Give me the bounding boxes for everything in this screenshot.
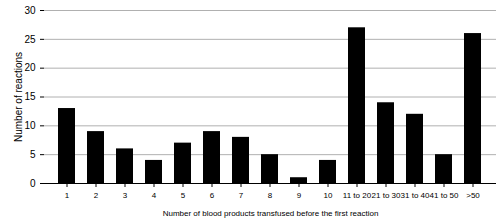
svg-text:11 to 20: 11 to 20: [343, 191, 372, 200]
svg-text:4: 4: [152, 191, 157, 200]
svg-text:20: 20: [24, 62, 36, 73]
svg-text:6: 6: [210, 191, 215, 200]
svg-text:15: 15: [24, 91, 36, 102]
svg-text:1: 1: [65, 191, 70, 200]
svg-text:5: 5: [30, 149, 36, 160]
svg-text:30: 30: [24, 5, 36, 16]
svg-text:10: 10: [24, 120, 36, 131]
svg-text:2: 2: [94, 191, 99, 200]
svg-text:7: 7: [239, 191, 244, 200]
svg-text:Number of blood products trans: Number of blood products transfused befo…: [163, 209, 379, 218]
svg-text:10: 10: [324, 191, 333, 200]
svg-text:>50: >50: [466, 191, 480, 200]
svg-text:31 to 40: 31 to 40: [401, 191, 430, 200]
svg-text:5: 5: [181, 191, 186, 200]
svg-text:21 to 30: 21 to 30: [372, 191, 401, 200]
svg-text:Number of reactions: Number of reactions: [13, 52, 24, 142]
svg-text:25: 25: [24, 34, 36, 45]
svg-text:8: 8: [268, 191, 273, 200]
svg-text:0: 0: [30, 178, 36, 189]
svg-text:3: 3: [123, 191, 128, 200]
svg-text:9: 9: [297, 191, 302, 200]
svg-text:41 to 50: 41 to 50: [430, 191, 459, 200]
